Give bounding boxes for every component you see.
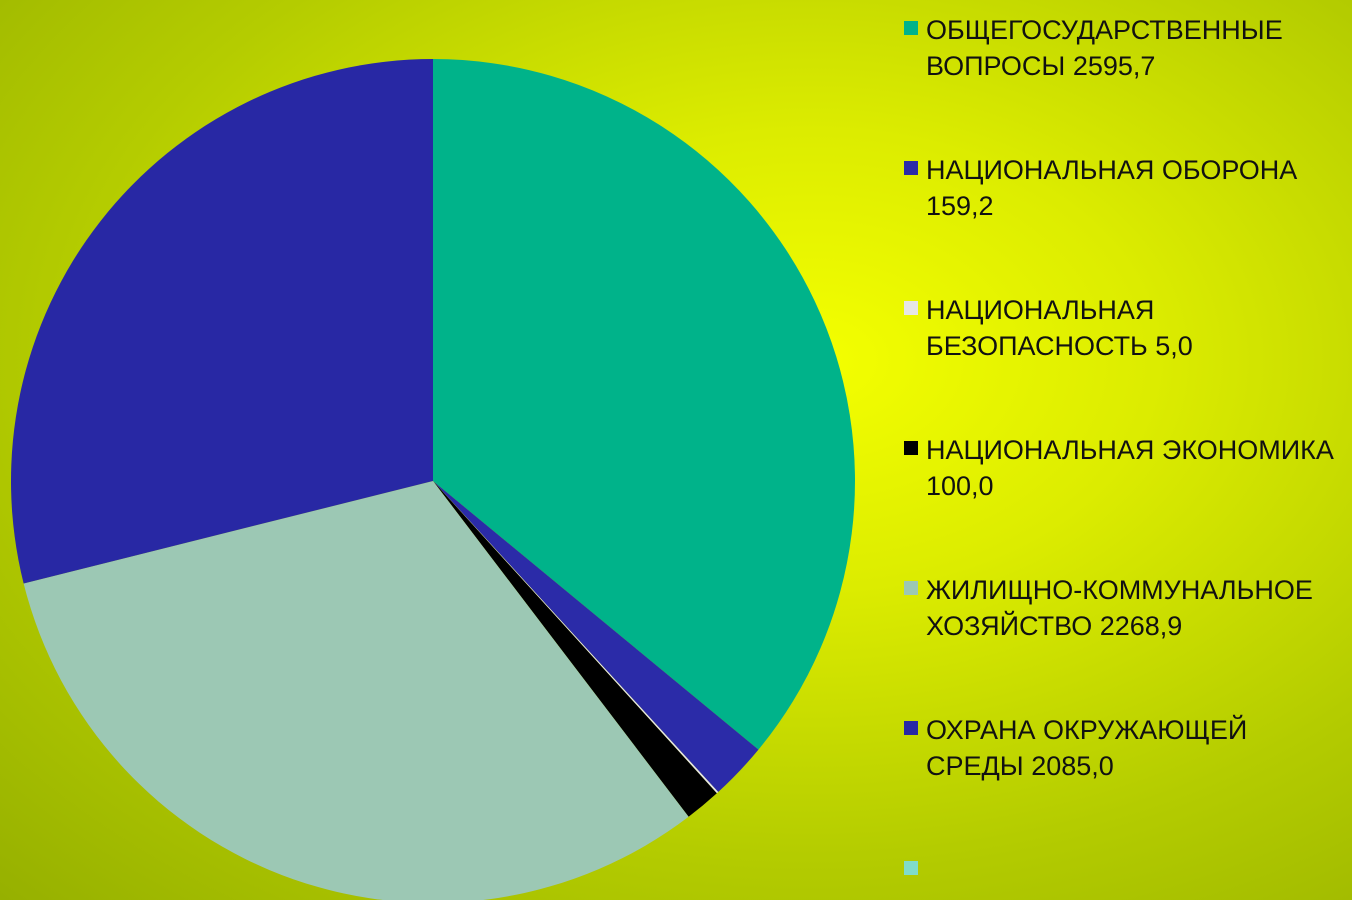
pie-chart bbox=[10, 59, 855, 900]
legend-label: ОБЩЕГОСУДАРСТВЕННЫЕ ВОПРОСЫ 2595,7 bbox=[926, 15, 1283, 81]
pie-slice bbox=[433, 59, 855, 750]
legend-swatch bbox=[904, 21, 918, 35]
legend-label: НАЦИОНАЛЬНАЯ БЕЗОПАСНОСТЬ 5,0 bbox=[926, 295, 1193, 361]
legend-label: ЖИЛИЩНО-КОММУНАЛЬНОЕ ХОЗЯЙСТВО 2268,9 bbox=[926, 575, 1313, 641]
legend-entry bbox=[904, 852, 1344, 875]
legend-label: ОХРАНА ОКРУЖАЮЩЕЙ СРЕДЫ 2085,0 bbox=[926, 715, 1248, 781]
legend-swatch bbox=[904, 301, 918, 315]
legend-swatch bbox=[904, 861, 918, 875]
legend-swatch bbox=[904, 581, 918, 595]
legend-entry: ЖИЛИЩНО-КОММУНАЛЬНОЕ ХОЗЯЙСТВО 2268,9 bbox=[904, 572, 1344, 644]
legend-entry: НАЦИОНАЛЬНАЯ ОБОРОНА 159,2 bbox=[904, 152, 1344, 224]
legend-entry: ОБЩЕГОСУДАРСТВЕННЫЕ ВОПРОСЫ 2595,7 bbox=[904, 12, 1344, 84]
legend-entry: ОХРАНА ОКРУЖАЮЩЕЙ СРЕДЫ 2085,0 bbox=[904, 712, 1344, 784]
pie-slice bbox=[433, 481, 719, 794]
legend-label: НАЦИОНАЛЬНАЯ ОБОРОНА 159,2 bbox=[926, 155, 1298, 221]
pie-slice bbox=[23, 481, 689, 900]
pie-slice bbox=[433, 481, 717, 817]
legend-entry: НАЦИОНАЛЬНАЯ БЕЗОПАСНОСТЬ 5,0 bbox=[904, 292, 1344, 364]
legend-swatch bbox=[904, 161, 918, 175]
legend-label: НАЦИОНАЛЬНАЯ ЭКОНОМИКА 100,0 bbox=[926, 435, 1334, 501]
pie-slice bbox=[10, 59, 434, 584]
legend-swatch bbox=[904, 441, 918, 455]
pie-slice bbox=[433, 481, 759, 793]
legend-swatch bbox=[904, 721, 918, 735]
legend-entry: НАЦИОНАЛЬНАЯ ЭКОНОМИКА 100,0 bbox=[904, 432, 1344, 504]
